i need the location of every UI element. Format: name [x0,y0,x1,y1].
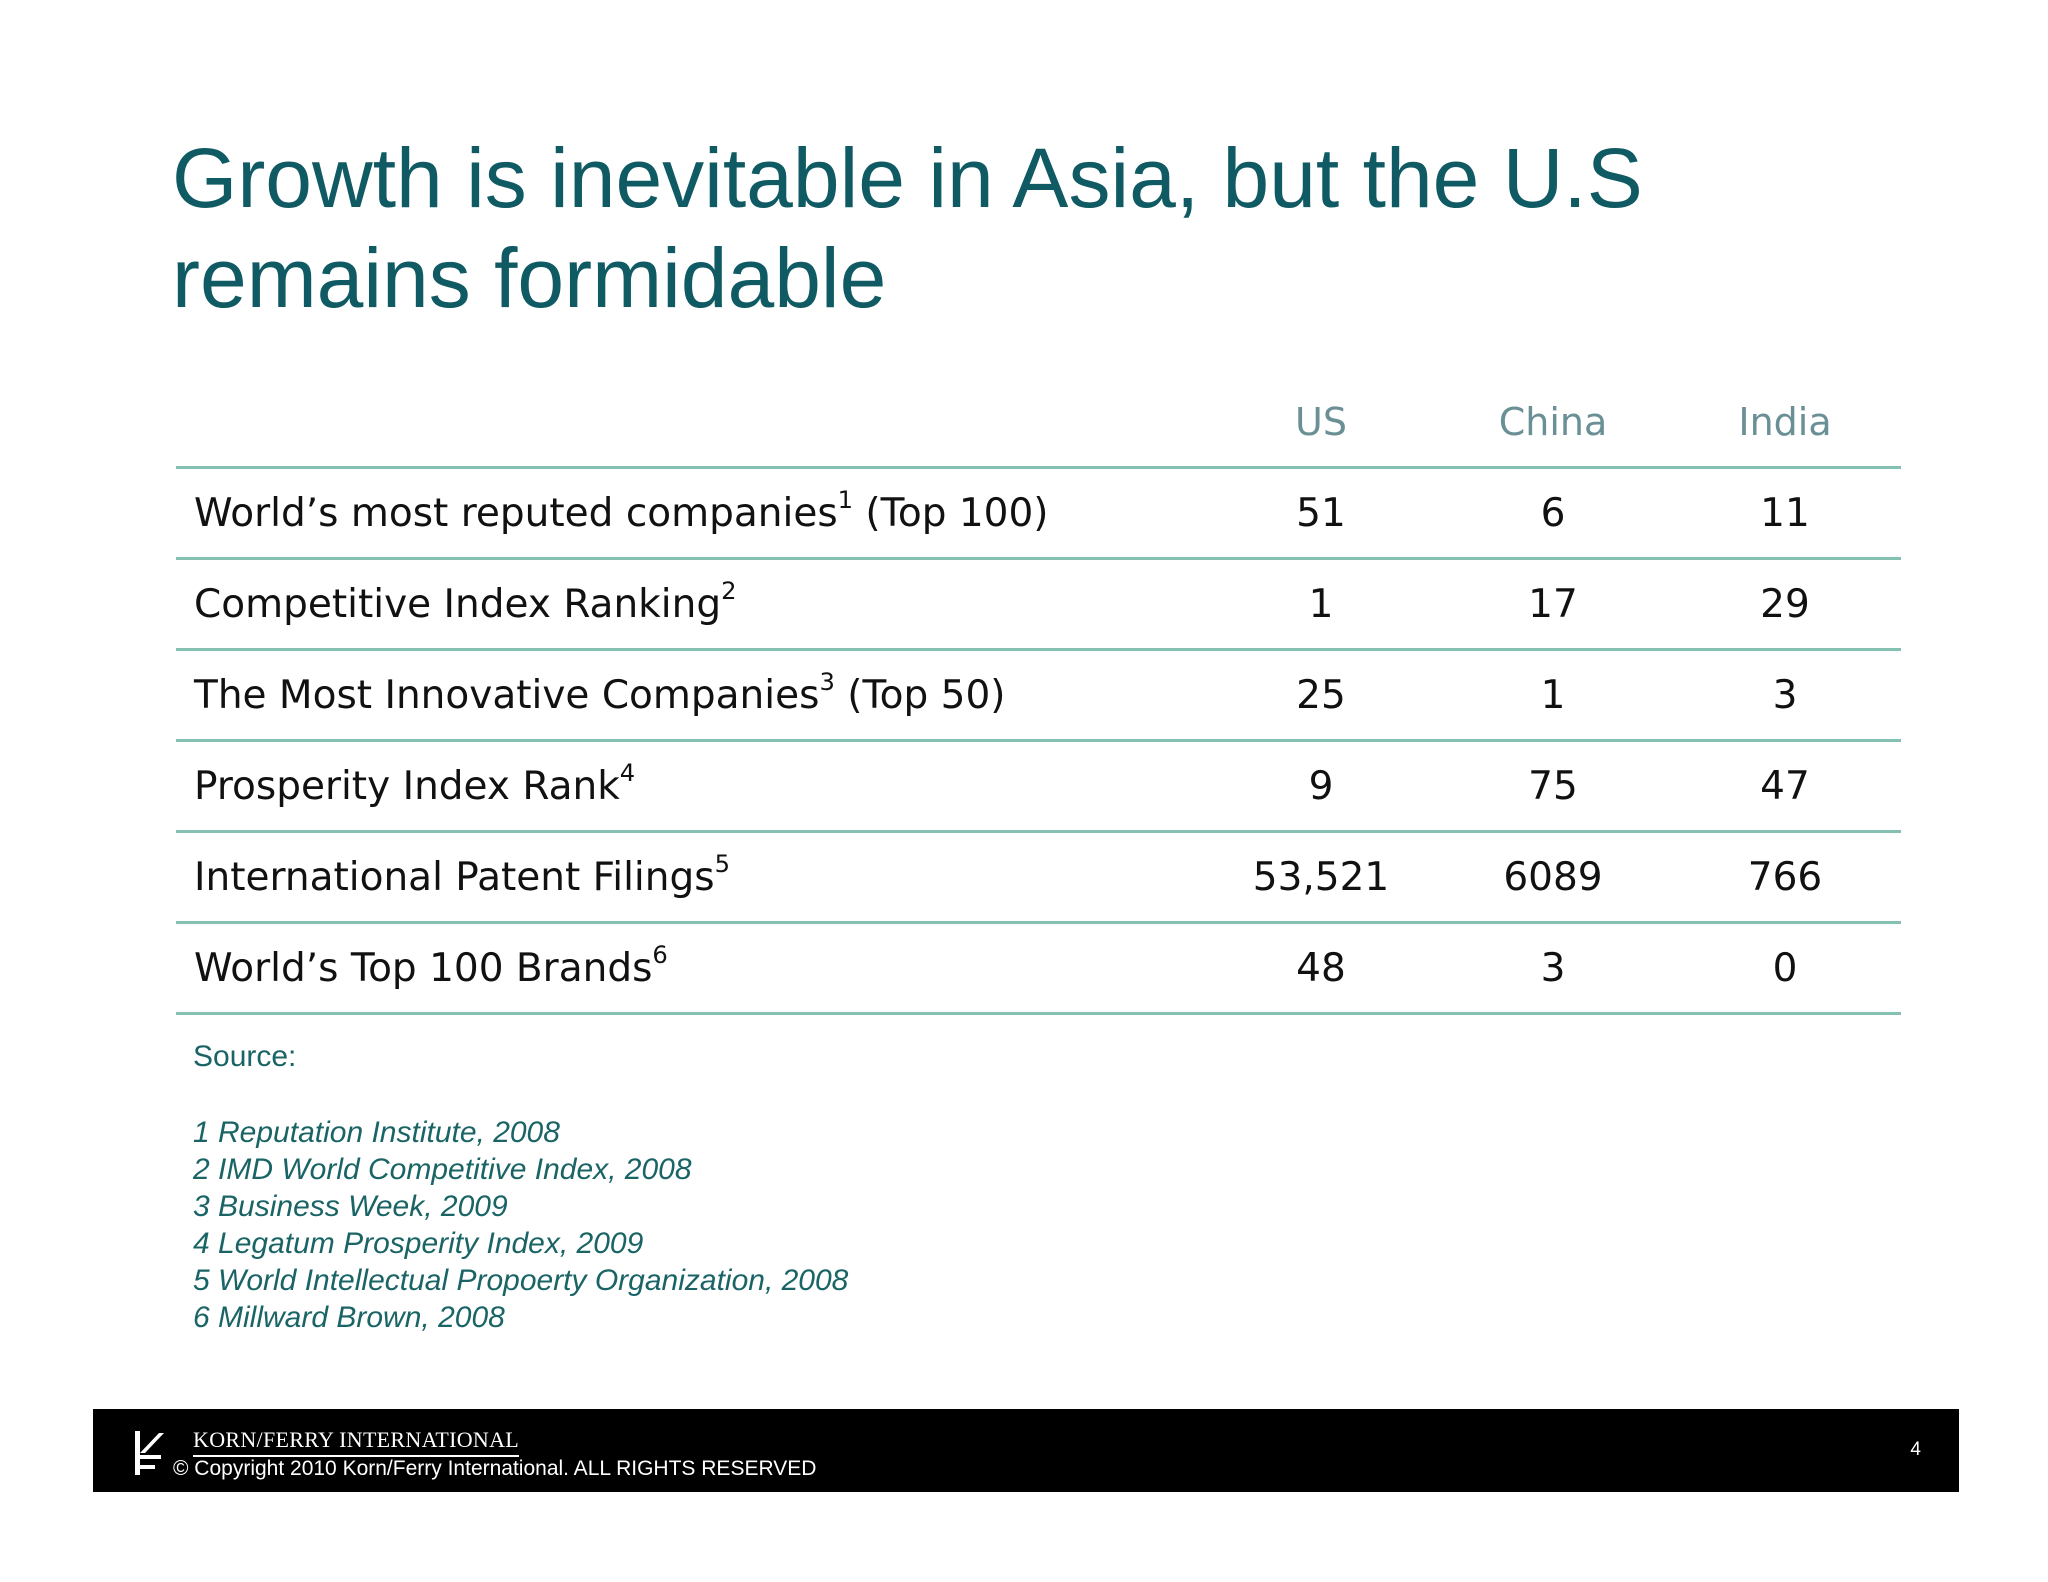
row-label-text: International Patent Filings [194,854,715,900]
cell-china: 3 [1437,922,1669,1015]
cell-india: 3 [1669,649,1901,742]
table-row: Competitive Index Ranking2 1 17 29 [176,558,1901,651]
row-label-suffix: (Top 50) [834,672,1006,718]
slide-title-line1: Growth is inevitable in Asia, but the U.… [172,131,1643,225]
cell-india: 0 [1669,922,1901,1015]
source-item: 2 IMD World Competitive Index, 2008 [193,1153,692,1186]
column-header-us: US [1205,378,1437,469]
cell-china: 75 [1437,740,1669,833]
cell-india: 29 [1669,558,1901,651]
cell-us: 9 [1205,740,1437,833]
cell-us: 51 [1205,467,1437,560]
source-item: 3 Business Week, 2009 [193,1190,508,1223]
row-label: World’s most reputed companies1 (Top 100… [176,467,1205,560]
table-row: The Most Innovative Companies3 (Top 50) 2… [176,649,1901,742]
footnote-marker: 5 [714,849,730,878]
cell-us: 53,521 [1205,831,1437,924]
row-label-text: The Most Innovative Companies [194,672,820,718]
cell-us: 48 [1205,922,1437,1015]
column-header-china: China [1437,378,1669,469]
row-label-text: Prosperity Index Rank [194,763,620,809]
cell-india: 11 [1669,467,1901,560]
footnote-marker: 2 [721,576,737,605]
footnote-marker: 3 [819,667,835,696]
cell-us: 25 [1205,649,1437,742]
footnote-marker: 6 [652,940,668,969]
korn-ferry-logo-icon [135,1431,164,1475]
table-row: World’s most reputed companies1 (Top 100… [176,467,1901,560]
source-item: 6 Millward Brown, 2008 [193,1301,505,1334]
row-label: The Most Innovative Companies3 (Top 50) [176,649,1205,742]
row-label: International Patent Filings5 [176,831,1205,924]
row-label-text: Competitive Index Ranking [194,581,722,627]
cell-china: 1 [1437,649,1669,742]
cell-us: 1 [1205,558,1437,651]
sources-block: Source: 1 Reputation Institute, 2008 2 IM… [193,1040,848,1336]
cell-china: 6 [1437,467,1669,560]
source-item: 5 World Intellectual Propoerty Organizat… [193,1264,849,1297]
row-label: Prosperity Index Rank4 [176,740,1205,833]
table-header-row: US China India [176,378,1901,469]
row-label-text: World’s most reputed companies [194,490,838,536]
slide-title-line2: remains formidable [172,231,887,325]
footnote-marker: 1 [837,485,854,514]
row-label-text: World’s Top 100 Brands [194,945,653,991]
row-label: Competitive Index Ranking2 [176,558,1205,651]
sources-list: 1 Reputation Institute, 2008 2 IMD World … [193,1114,848,1336]
table-row: Prosperity Index Rank4 9 75 47 [176,740,1901,833]
column-header-india: India [1669,378,1901,469]
table-row: International Patent Filings5 53,521 6089 7… [176,831,1901,924]
brand-name: KORN/FERRY INTERNATIONAL [193,1427,519,1457]
sources-heading: Source: [193,1040,297,1073]
row-label: World’s Top 100 Brands6 [176,922,1205,1015]
cell-china: 17 [1437,558,1669,651]
copyright-text: © Copyright 2010 Korn/Ferry Internationa… [173,1457,817,1480]
row-label-suffix: (Top 100) [853,490,1049,536]
source-item: 1 Reputation Institute, 2008 [193,1116,560,1149]
table-header-blank [176,378,1205,469]
table-row: World’s Top 100 Brands6 48 3 0 [176,922,1901,1015]
page-number: 4 [1910,1439,1921,1460]
cell-india: 766 [1669,831,1901,924]
slide-title: Growth is inevitable in Asia, but the U.… [172,128,1972,328]
comparison-table: US China India World’s most reputed comp… [176,378,1901,1015]
source-item: 4 Legatum Prosperity Index, 2009 [193,1227,644,1260]
cell-china: 6089 [1437,831,1669,924]
cell-india: 47 [1669,740,1901,833]
footnote-marker: 4 [619,758,636,787]
footer-bar: KORN/FERRY INTERNATIONAL © Copyright 201… [93,1409,1959,1492]
